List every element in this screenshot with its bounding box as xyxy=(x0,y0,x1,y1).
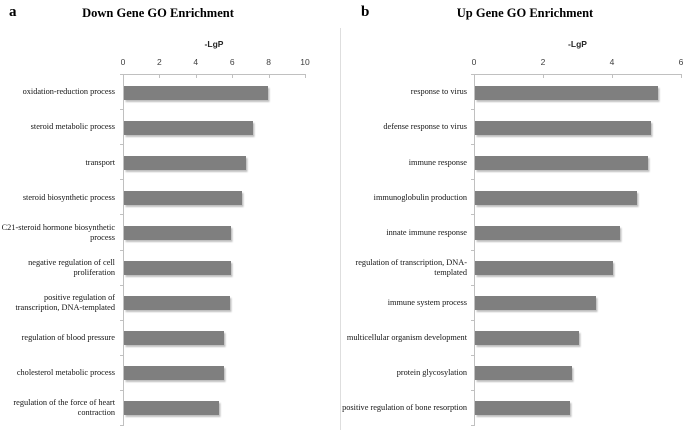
x-axis-tick xyxy=(543,74,544,78)
category-label: cholesterol metabolic process xyxy=(16,368,115,378)
bar xyxy=(124,225,232,240)
y-axis-tick xyxy=(120,319,123,321)
bar xyxy=(124,120,254,135)
bar-chart-up: 0 2 4 6 response to virus defense response to… xyxy=(342,0,685,437)
bar xyxy=(475,190,638,205)
x-axis-tick xyxy=(159,74,161,78)
category-label: immune system process xyxy=(387,297,467,307)
bar xyxy=(124,401,219,416)
category-label: positive regulation of transcription, DN… xyxy=(15,292,115,313)
category-label: defense response to virus xyxy=(383,122,467,132)
panel-divider-line xyxy=(340,28,341,430)
bar xyxy=(124,261,232,276)
bar xyxy=(475,85,658,100)
y-axis-tick xyxy=(120,74,123,75)
y-axis-tick xyxy=(471,144,474,146)
x-tick-label: 6 xyxy=(229,57,235,67)
bar-chart-down: 0 2 4 6 8 10 oxidation-reduction process steroi… xyxy=(0,0,342,437)
y-axis-tick xyxy=(471,179,474,181)
y-axis-tick xyxy=(120,144,123,146)
y-axis-tick xyxy=(471,319,474,321)
x-axis-title-lgp: -LgP xyxy=(568,39,587,49)
bar xyxy=(475,120,651,135)
bar xyxy=(475,296,596,311)
panel-letter-a: a xyxy=(9,4,17,20)
x-tick-label: 6 xyxy=(678,57,684,67)
category-label: protein glycosylation xyxy=(396,368,467,378)
y-axis-tick xyxy=(471,214,474,216)
y-axis-tick xyxy=(120,354,123,356)
category-label: innate immune response xyxy=(386,227,467,237)
category-label: oxidation-reduction process xyxy=(22,87,115,97)
x-tick-label: 4 xyxy=(193,57,199,67)
bar xyxy=(124,296,230,311)
x-axis-tick xyxy=(305,74,306,78)
category-label: regulation of blood pressure xyxy=(21,333,115,343)
panel-up-gene: b Up Gene GO Enrichment -LgP 0 2 4 6 respons… xyxy=(342,0,685,437)
y-axis-tick xyxy=(471,389,474,391)
y-axis-tick xyxy=(471,249,474,251)
panel-letter-b: b xyxy=(361,4,370,20)
chart-title-down: Down Gene GO Enrichment xyxy=(82,6,234,20)
bar xyxy=(124,190,243,205)
category-label: immune response xyxy=(408,157,467,167)
x-axis-tick xyxy=(268,74,270,78)
category-label: positive regulation of bone resorption xyxy=(342,403,467,413)
x-axis-tick xyxy=(195,74,197,78)
y-axis-tick xyxy=(471,109,474,111)
y-axis-tick xyxy=(471,354,474,356)
bar xyxy=(124,85,268,100)
x-axis-tick xyxy=(681,74,682,78)
x-axis-line xyxy=(474,74,681,75)
y-axis-tick xyxy=(120,425,123,426)
x-axis-title-lgp: -LgP xyxy=(204,39,224,49)
y-axis-tick xyxy=(471,284,474,286)
x-tick-label: 0 xyxy=(120,57,126,67)
bar xyxy=(475,401,570,416)
y-axis-tick xyxy=(120,109,123,111)
bar xyxy=(124,331,225,346)
category-label: C21-steroid hormone biosynthetic process xyxy=(1,222,115,242)
y-axis-tick xyxy=(120,389,123,391)
category-label: immunoglobulin production xyxy=(373,192,467,202)
y-axis-tick xyxy=(471,425,474,426)
y-axis-tick xyxy=(471,74,474,75)
category-label: regulation of transcription, DNA-templat… xyxy=(355,257,467,278)
x-tick-label: 2 xyxy=(540,57,546,67)
panel-down-gene: a Down Gene GO Enrichment -LgP 0 2 4 6 8 10 ox… xyxy=(0,0,342,437)
x-axis-line xyxy=(123,74,305,75)
bar xyxy=(475,155,648,170)
x-tick-label: 8 xyxy=(266,57,271,67)
bar xyxy=(475,366,572,381)
bar xyxy=(475,331,579,346)
category-label: regulation of the force of heart contrac… xyxy=(13,398,115,418)
x-tick-label: 2 xyxy=(157,57,162,67)
category-label: steroid biosynthetic process xyxy=(22,192,115,202)
category-label: response to virus xyxy=(410,87,467,97)
x-tick-label: 10 xyxy=(300,57,310,67)
category-label: negative regulation of cell proliferatio… xyxy=(28,257,115,278)
category-label: transport xyxy=(85,157,116,167)
y-axis-line xyxy=(474,74,475,426)
bar xyxy=(475,225,620,240)
x-tick-label: 0 xyxy=(471,57,477,67)
y-axis-line xyxy=(123,74,124,426)
y-axis-tick xyxy=(120,179,123,181)
x-tick-label: 4 xyxy=(609,57,615,67)
y-axis-tick xyxy=(120,284,123,286)
bar xyxy=(475,261,613,276)
chart-title-up: Up Gene GO Enrichment xyxy=(456,6,594,20)
category-label: multicellular organism development xyxy=(346,333,467,343)
category-label: steroid metabolic process xyxy=(30,122,115,132)
y-axis-tick xyxy=(120,214,123,216)
x-axis-tick xyxy=(612,74,613,78)
y-axis-tick xyxy=(120,249,123,251)
bar xyxy=(124,366,225,381)
x-axis-tick xyxy=(232,74,234,78)
bar xyxy=(124,155,246,170)
